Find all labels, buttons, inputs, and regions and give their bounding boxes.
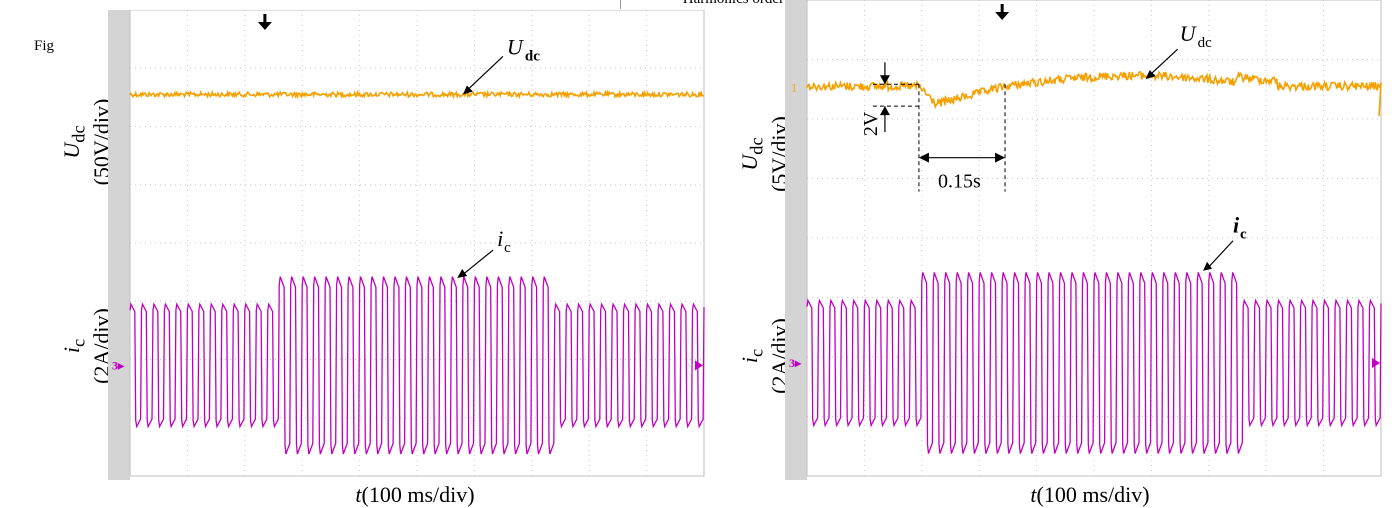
udc-channel-marker: 1 [791, 80, 797, 94]
ic-annotation: i [1233, 213, 1240, 238]
ic-right-marker-icon [1372, 357, 1380, 368]
right-udc-axis-label: Udc (5V/div) [737, 79, 792, 229]
recovery-arrowhead-right [995, 152, 1006, 163]
left-ic-axis-label: ic (2A/div) [59, 271, 114, 421]
left-xlabel-var: t [355, 482, 362, 507]
udc-annotation-arrowhead [1145, 70, 1156, 80]
right-udc-ylabel-var: U [737, 154, 762, 171]
ic-annotation-arrow [1206, 240, 1234, 270]
udc-annotation: U [507, 34, 525, 59]
left-scope-chart: 3▸ U dc i c [108, 10, 705, 480]
left-xlabel-unit: (100 ms/div) [361, 482, 475, 507]
left-udc-ylabel-var: U [59, 142, 84, 159]
udc-trace [806, 70, 1382, 117]
dip-arrowhead-top [879, 75, 890, 85]
right-udc-ylabel-sub: dc [746, 137, 767, 155]
ic-right-marker-icon [695, 360, 703, 371]
ic-annotation-arrowhead [1203, 261, 1213, 271]
udc-annotation-arrow [466, 56, 504, 91]
trigger-marker-icon [995, 4, 1010, 20]
udc-annotation-sub: dc [1198, 35, 1213, 51]
udc-annotation-arrowhead [462, 85, 473, 95]
left-x-axis-label: t(100 ms/div) [250, 482, 580, 508]
ic-trace [129, 276, 705, 455]
recovery-label: 0.15s [938, 171, 981, 193]
scope-left-strip [785, 0, 807, 480]
scope-left-strip [108, 10, 130, 480]
udc-annotation-arrow [1149, 48, 1179, 76]
right-ic-axis-label: ic (2A/div) [737, 281, 792, 431]
ic-annotation: i [497, 226, 503, 251]
left-ic-ylabel-sub: c [68, 338, 89, 348]
left-udc-ylabel-sub: dc [68, 125, 89, 143]
figure-fragment-label: Fig [34, 38, 55, 54]
right-xlabel-var: t [1030, 482, 1037, 507]
right-x-axis-label: t(100 ms/div) [925, 482, 1255, 508]
ic-annotation-sub: c [504, 240, 511, 256]
right-ic-ylabel-sub: c [746, 348, 767, 358]
ic-annotation-arrow [460, 249, 494, 277]
ic-channel-marker: 3▸ [789, 356, 802, 370]
right-scope-chart: 1 3▸ U dc 2V 0.15s i c [785, 0, 1382, 480]
udc-annotation: U [1180, 21, 1198, 46]
udc-trace [129, 89, 705, 100]
trigger-marker-icon [257, 14, 272, 30]
ic-channel-marker: 3▸ [112, 358, 125, 372]
udc-annotation-sub: dc [525, 48, 540, 64]
dip-arrowhead-bottom [879, 106, 890, 116]
right-ic-ylabel-var: i [737, 357, 762, 364]
left-ic-ylabel-var: i [59, 347, 84, 354]
left-udc-axis-label: Udc (50V/div) [59, 67, 114, 217]
ic-trace [806, 272, 1382, 454]
right-xlabel-unit: (100 ms/div) [1036, 482, 1150, 507]
ic-annotation-sub: c [1240, 227, 1247, 243]
ic-annotation-arrowhead [457, 268, 468, 278]
dip-label: 2V [860, 111, 882, 136]
recovery-arrowhead-left [918, 152, 929, 163]
